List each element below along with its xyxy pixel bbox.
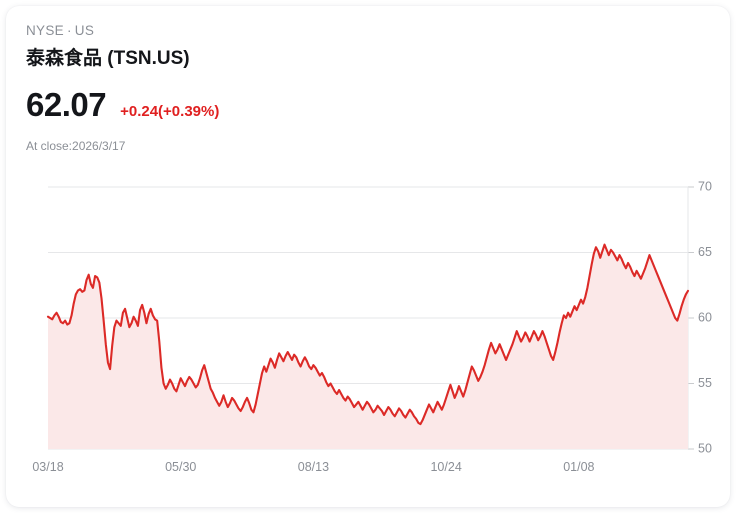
exchange-line: NYSE · US <box>26 22 586 40</box>
x-axis-labels: 03/18 05/30 08/13 10/24 01/08 <box>32 460 594 474</box>
y-axis-label: 50 <box>698 441 712 455</box>
exchange-name: NYSE <box>26 23 64 38</box>
price-value: 62.07 <box>26 86 107 123</box>
y-axis-label: 70 <box>698 179 712 193</box>
x-axis-label: 03/18 <box>32 460 63 474</box>
stock-quote-card: NYSE · US 泰森食品 (TSN.US) 62.07 +0.24(+0.39%… <box>6 6 730 507</box>
x-axis-label: 10/24 <box>430 460 461 474</box>
price-chart-svg[interactable]: 50 55 60 65 70 03/18 05/30 08/13 10/24 01/08 <box>6 166 730 486</box>
price-row: 62.07 +0.24(+0.39%) <box>26 87 586 123</box>
price-area-fill <box>48 244 688 449</box>
y-axis-label: 55 <box>698 376 712 390</box>
x-axis-label: 05/30 <box>165 460 196 474</box>
price-change: +0.24(+0.39%) <box>120 103 220 120</box>
separator-dot: · <box>66 23 72 38</box>
price-line <box>46 243 690 426</box>
y-axis-label: 60 <box>698 310 712 324</box>
price-chart[interactable]: 50 55 60 65 70 03/18 05/30 08/13 10/24 01/08 <box>6 166 730 486</box>
x-axis-label: 01/08 <box>563 460 594 474</box>
page-title: 泰森食品 (TSN.US) <box>26 48 190 69</box>
region-label: US <box>74 23 95 38</box>
y-axis-label: 65 <box>698 245 712 259</box>
y-axis-labels: 50 55 60 65 70 <box>698 179 712 455</box>
x-axis-label: 08/13 <box>298 460 329 474</box>
market-status-note: At close:2026/3/17 <box>26 139 126 153</box>
quote-header: NYSE · US 泰森食品 (TSN.US) 62.07 +0.24(+0.39%… <box>26 22 586 154</box>
